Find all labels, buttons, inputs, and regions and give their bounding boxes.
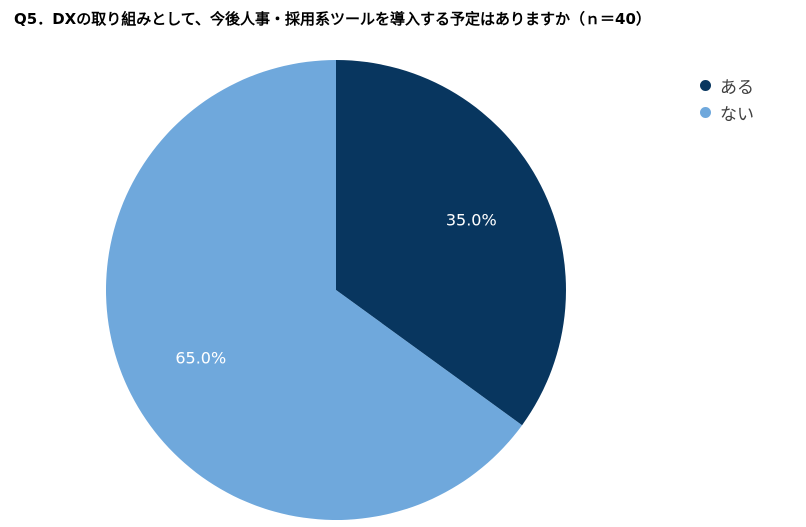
legend-swatch-nai <box>700 107 711 118</box>
legend-label-aru: ある <box>720 78 754 98</box>
legend-swatch-aru <box>700 80 711 91</box>
data-label-aru: 35.0% <box>446 211 497 230</box>
legend-item-aru: ある <box>700 72 754 99</box>
pie-slices <box>105 60 566 520</box>
legend-item-nai: ない <box>700 99 754 126</box>
data-label-nai: 65.0% <box>175 348 226 367</box>
pie-slice-nai <box>105 60 523 520</box>
pie-slice-aru <box>336 60 566 426</box>
legend-label-nai: ない <box>720 105 754 125</box>
pie-data-labels: 35.0% 65.0% <box>175 211 496 368</box>
chart-title: Q5．DXの取り組みとして、今後人事・採用系ツールを導入する予定はありますか（ｎ… <box>14 10 651 28</box>
chart-legend: ある ない <box>700 72 754 126</box>
